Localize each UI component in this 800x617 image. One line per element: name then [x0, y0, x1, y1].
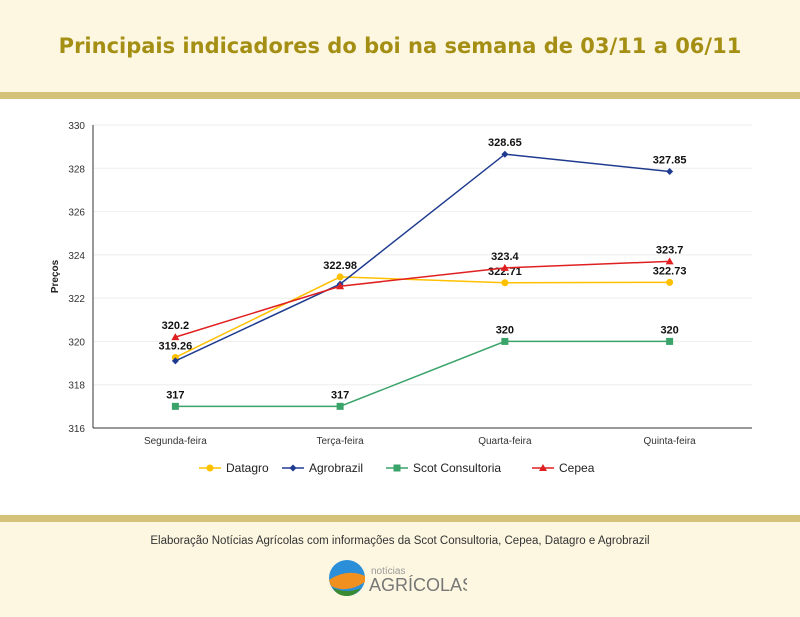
data-label-agrobrazil: 328.65 — [488, 137, 522, 149]
data-point-cepea — [500, 263, 509, 271]
y-axis-title: Preços — [50, 259, 61, 293]
legend-marker-datagro — [206, 464, 214, 472]
x-tick-label: Segunda-feira — [144, 436, 207, 447]
divider — [0, 515, 800, 522]
footer: Elaboração Notícias Agrícolas com inform… — [0, 522, 800, 617]
series-line-datagro — [175, 276, 670, 359]
data-point-scot-consultoria — [171, 402, 179, 410]
data-label-datagro: 322.98 — [323, 260, 357, 272]
data-point-scot-consultoria — [666, 337, 674, 345]
series-line-scot-consultoria — [175, 340, 670, 408]
data-point-agrobrazil — [501, 150, 509, 158]
data-point-datagro — [336, 273, 344, 281]
legend-label-scot-consultoria: Scot Consultoria — [413, 461, 501, 475]
y-tick-label: 322 — [68, 294, 85, 305]
data-point-cepea — [171, 333, 180, 341]
series-line-agrobrazil — [175, 153, 670, 362]
y-tick-label: 324 — [68, 251, 85, 262]
data-label-cepea: 323.7 — [656, 244, 684, 256]
y-tick-label: 330 — [68, 121, 85, 132]
logo-small-text: notícias — [371, 566, 405, 577]
data-label-scot-consultoria: 317 — [331, 389, 349, 401]
data-point-scot-consultoria — [501, 337, 509, 345]
y-tick-label: 316 — [68, 424, 85, 435]
data-label-scot-consultoria: 317 — [166, 389, 184, 401]
data-point-cepea — [665, 257, 674, 265]
line-chart: 316 318 320 322 324 326 328 330 Segunda-feira Ter… — [50, 121, 752, 475]
x-tick-label: Terça-feira — [317, 436, 365, 447]
data-label-scot-consultoria: 320 — [496, 324, 514, 336]
data-label-scot-consultoria: 320 — [660, 324, 678, 336]
data-label-cepea: 320.2 — [162, 320, 190, 332]
legend-label-datagro: Datagro — [226, 461, 269, 475]
credit-text: Elaboração Notícias Agrícolas com inform… — [150, 535, 650, 547]
data-point-scot-consultoria — [336, 402, 344, 410]
data-label-datagro: 319.26 — [159, 340, 193, 352]
y-tick-label: 318 — [68, 381, 85, 392]
data-point-agrobrazil — [171, 357, 179, 365]
logo-big-text: AGRÍCOLAS — [369, 575, 467, 595]
legend-label-agrobrazil: Agrobrazil — [309, 461, 363, 475]
data-label-agrobrazil: 327.85 — [653, 155, 687, 167]
y-tick-label: 326 — [68, 208, 85, 219]
data-point-agrobrazil — [666, 168, 674, 176]
x-tick-label: Quinta-feira — [644, 436, 697, 447]
x-tick-label: Quarta-feira — [478, 436, 532, 447]
y-tick-label: 320 — [68, 337, 85, 348]
legend-marker-agrobrazil — [289, 464, 297, 472]
legend-marker-cepea — [539, 464, 547, 471]
legend-marker-scot-consultoria — [393, 464, 401, 472]
data-label-cepea: 323.4 — [491, 251, 519, 263]
divider — [0, 92, 800, 99]
data-point-datagro — [501, 279, 509, 287]
noticias-agricolas-logo: notícias AGRÍCOLAS — [329, 560, 467, 596]
series-line-cepea — [175, 260, 670, 338]
data-point-datagro — [666, 278, 674, 286]
header: Principais indicadores do boi na semana … — [0, 0, 800, 92]
data-label-datagro: 322.73 — [653, 265, 687, 277]
y-tick-label: 328 — [68, 164, 85, 175]
data-point-cepea — [336, 282, 345, 290]
legend-label-cepea: Cepea — [559, 461, 595, 475]
page-title: Principais indicadores do boi na semana … — [58, 34, 742, 58]
